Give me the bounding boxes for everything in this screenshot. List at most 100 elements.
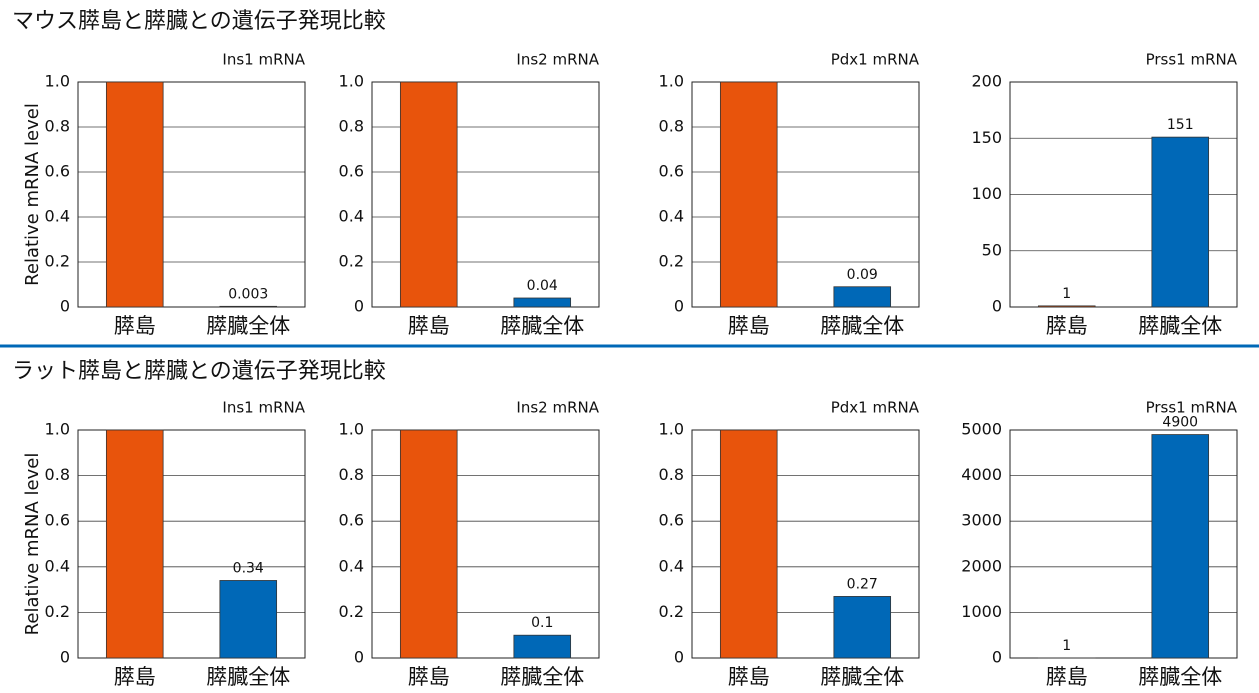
bar <box>1151 434 1210 659</box>
y-tick-label: 0 <box>60 297 70 316</box>
y-tick-label: 1.0 <box>339 420 364 439</box>
bar <box>513 297 572 308</box>
chart-title: Ins1 mRNA <box>222 399 305 417</box>
plot-frame <box>691 429 920 659</box>
y-tick-label: 0.4 <box>659 556 684 575</box>
y-tick-label: 0.6 <box>659 511 684 530</box>
y-tick-label: 200 <box>971 72 1002 91</box>
plot-frame <box>1009 429 1238 659</box>
y-tick-label: 1.0 <box>45 72 70 91</box>
y-tick-label: 0.2 <box>339 252 364 271</box>
y-tick-label: 0 <box>354 297 364 316</box>
x-tick-label: 膵臓全体 <box>1138 314 1222 338</box>
y-tick-label: 50 <box>982 240 1002 259</box>
value-label: 151 <box>1167 117 1194 133</box>
value-label: 0.27 <box>847 576 878 592</box>
y-axis-label: Relative mRNA level <box>22 103 43 286</box>
y-tick-label: 0.6 <box>659 162 684 181</box>
y-tick-label: 0.4 <box>45 207 70 226</box>
y-tick-label: 0 <box>354 648 364 667</box>
x-tick-label: 膵島 <box>1046 314 1088 338</box>
y-tick-label: 100 <box>971 184 1002 203</box>
y-tick-label: 5000 <box>961 420 1002 439</box>
y-tick-label: 1000 <box>961 602 1002 621</box>
y-tick-label: 0 <box>674 297 684 316</box>
bar <box>105 81 164 308</box>
y-tick-label: 0.4 <box>339 207 364 226</box>
x-tick-label: 膵臓全体 <box>820 665 904 689</box>
chart-title: Prss1 mRNA <box>1146 399 1238 417</box>
x-tick-label: 膵臓全体 <box>206 314 290 338</box>
y-tick-label: 0.4 <box>659 207 684 226</box>
y-tick-label: 0 <box>60 648 70 667</box>
bar <box>833 286 892 308</box>
y-tick-label: 0 <box>992 297 1002 316</box>
plot-frame <box>691 81 920 308</box>
bar <box>219 305 278 308</box>
y-tick-label: 1.0 <box>45 420 70 439</box>
y-tick-label: 0.2 <box>339 602 364 621</box>
y-tick-label: 0.4 <box>339 556 364 575</box>
bar <box>833 596 892 659</box>
plot-frame <box>371 81 600 308</box>
y-tick-label: 3000 <box>961 511 1002 530</box>
chart-title: Ins1 mRNA <box>222 51 305 69</box>
chart-title: Pdx1 mRNA <box>831 51 920 69</box>
y-tick-label: 0.8 <box>659 465 684 484</box>
y-tick-label: 1.0 <box>659 72 684 91</box>
bar <box>399 429 458 659</box>
y-tick-label: 0.4 <box>45 556 70 575</box>
y-tick-label: 0 <box>674 648 684 667</box>
chart-title: Pdx1 mRNA <box>831 399 920 417</box>
y-tick-label: 0.8 <box>45 465 70 484</box>
y-tick-label: 150 <box>971 128 1002 147</box>
section-title: ラット膵島と膵臓との遺伝子発現比較 <box>12 359 386 384</box>
value-label: 0.09 <box>847 267 878 283</box>
value-label: 0.04 <box>527 278 558 294</box>
bar <box>513 634 572 659</box>
y-tick-label: 0.2 <box>45 602 70 621</box>
plot-frame <box>77 429 306 659</box>
y-tick-label: 0.2 <box>659 252 684 271</box>
y-tick-label: 0.8 <box>339 465 364 484</box>
value-label: 1 <box>1062 638 1071 654</box>
plot-frame <box>77 81 306 308</box>
bar <box>1037 305 1096 308</box>
bar <box>719 429 778 659</box>
y-tick-label: 0.6 <box>45 162 70 181</box>
x-tick-label: 膵島 <box>408 665 450 689</box>
chart-title: Ins2 mRNA <box>516 51 599 69</box>
value-label: 4900 <box>1162 415 1198 431</box>
y-tick-label: 0.8 <box>45 117 70 136</box>
y-tick-label: 1.0 <box>339 72 364 91</box>
bar <box>1151 136 1210 308</box>
plot-frame <box>1009 81 1238 308</box>
value-label: 1 <box>1062 286 1071 302</box>
x-tick-label: 膵島 <box>728 314 770 338</box>
x-tick-label: 膵島 <box>408 314 450 338</box>
x-tick-label: 膵島 <box>114 665 156 689</box>
y-tick-label: 0.2 <box>45 252 70 271</box>
x-tick-label: 膵臓全体 <box>500 314 584 338</box>
bar <box>219 580 278 659</box>
y-tick-label: 2000 <box>961 556 1002 575</box>
y-tick-label: 0.8 <box>339 117 364 136</box>
x-tick-label: 膵島 <box>114 314 156 338</box>
x-tick-label: 膵臓全体 <box>206 665 290 689</box>
chart-title: Prss1 mRNA <box>1146 51 1238 69</box>
y-axis-label: Relative mRNA level <box>22 453 43 636</box>
value-label: 0.1 <box>531 615 553 631</box>
value-label: 0.003 <box>228 286 268 302</box>
value-label: 0.34 <box>233 560 264 576</box>
y-tick-label: 0.8 <box>659 117 684 136</box>
x-tick-label: 膵臓全体 <box>500 665 584 689</box>
bar <box>105 429 164 659</box>
x-tick-label: 膵臓全体 <box>820 314 904 338</box>
y-tick-label: 0.6 <box>45 511 70 530</box>
y-tick-label: 4000 <box>961 465 1002 484</box>
bar <box>399 81 458 308</box>
bar <box>719 81 778 308</box>
y-tick-label: 0.2 <box>659 602 684 621</box>
y-tick-label: 0 <box>992 648 1002 667</box>
